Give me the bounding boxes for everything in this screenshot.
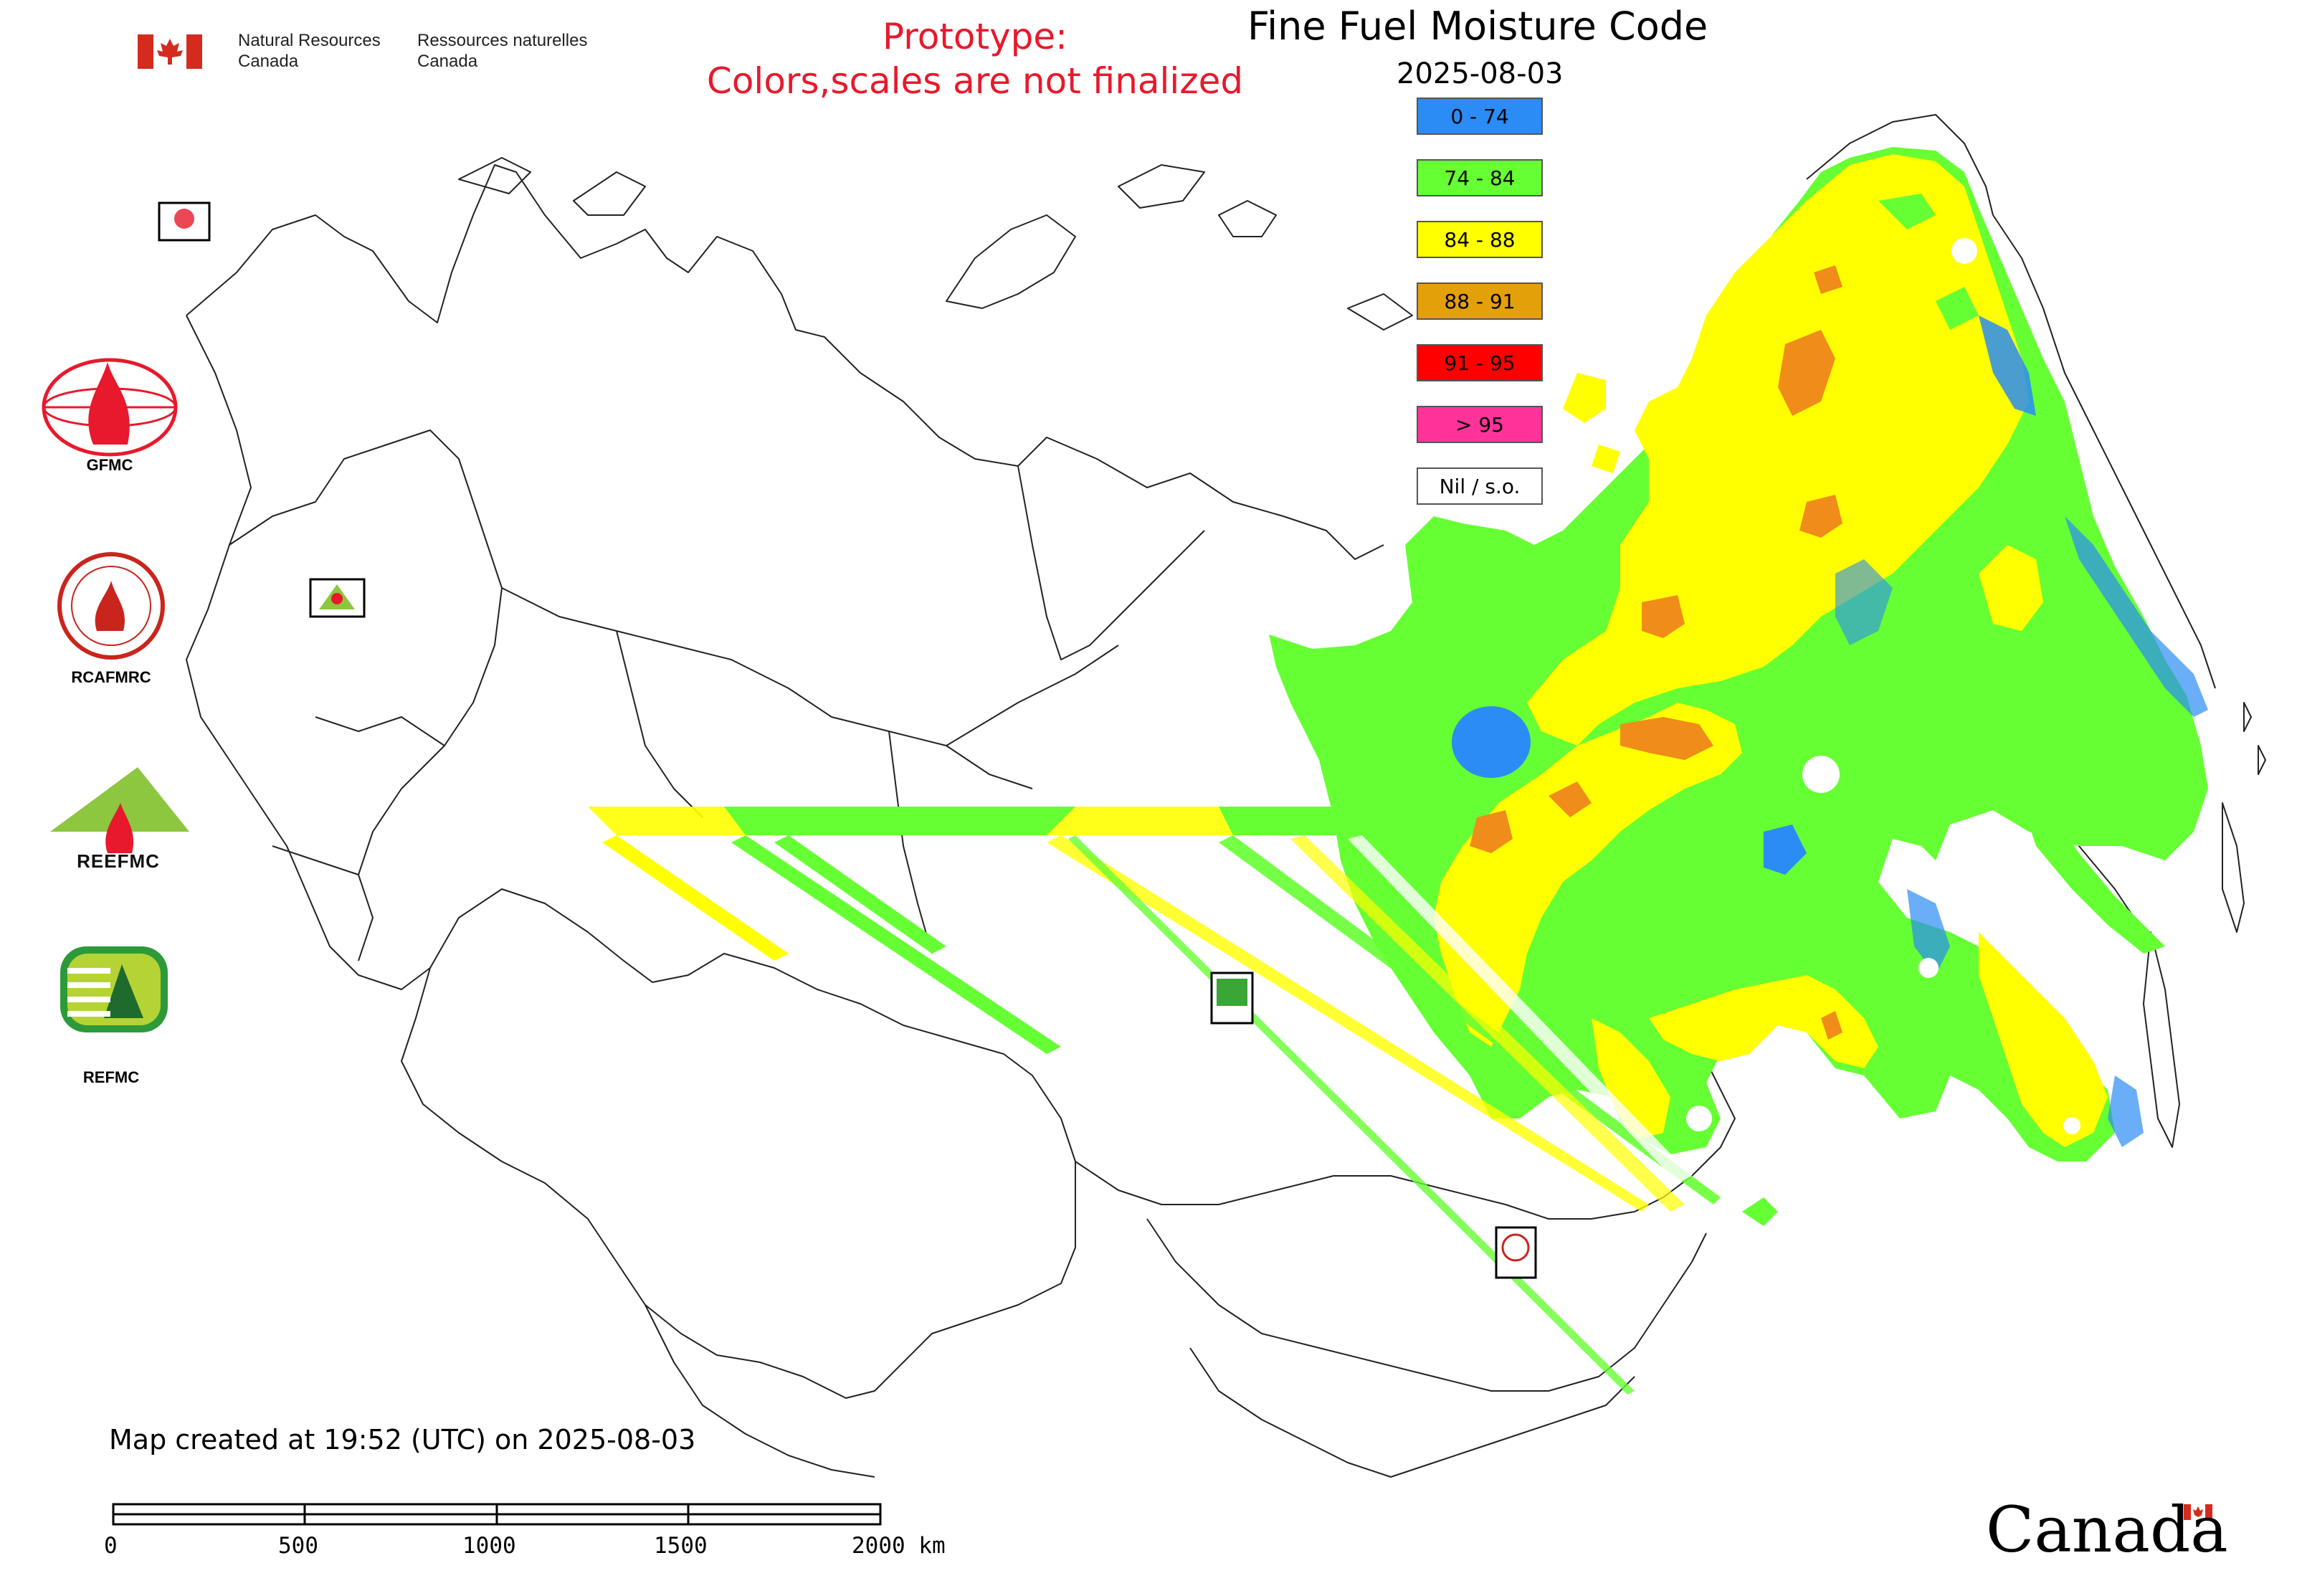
scale-label-1000: 1000 — [462, 1533, 516, 1559]
reefmc-logo — [43, 767, 194, 869]
scale-label-2000-km: 2000 km — [852, 1533, 946, 1559]
gfmc-logo — [42, 358, 178, 457]
fmc-raster — [588, 147, 2208, 1395]
map-created-note: Map created at 19:52 (UTC) on 2025-08-03 — [109, 1424, 696, 1455]
reefmc-wordmark: REEFMC — [77, 850, 160, 872]
agency-fr-line2: Canada — [417, 52, 478, 71]
prototype-line1: Prototype: — [882, 16, 1068, 57]
map-date: 2025-08-03 — [1397, 57, 1564, 90]
legend-item-91-95: 91 - 95 — [1417, 344, 1543, 381]
gfmc-label: GFMC — [86, 456, 133, 474]
agency-fr-line1: Ressources naturelles — [417, 31, 588, 50]
scale-bar — [112, 1503, 882, 1526]
canada-flag-logo — [138, 34, 202, 69]
canada-wordmark-flag — [2184, 1504, 2212, 1520]
refmc-label: REFMC — [82, 1068, 140, 1086]
legend-item-0-74: 0 - 74 — [1417, 98, 1543, 135]
center-badges — [158, 201, 1537, 1279]
agency-fr: Ressources naturelles Canada — [417, 30, 587, 72]
canada-wordmark: Canada — [1986, 1493, 2228, 1567]
legend-item-84-88: 84 - 88 — [1417, 221, 1543, 258]
rcafmrc-logo — [57, 552, 165, 660]
scale-label-500: 500 — [278, 1533, 318, 1559]
legend-item-88-91: 88 - 91 — [1417, 282, 1543, 320]
agency-en: Natural Resources Canada — [238, 30, 381, 72]
fmc-swath-streaks — [588, 807, 1721, 1395]
agency-en-line2: Canada — [238, 52, 299, 71]
country-boundaries — [186, 114, 2266, 1478]
refmc-logo — [60, 946, 168, 1032]
agency-en-line1: Natural Resources — [238, 31, 381, 50]
rcafmrc-label: RCAFMRC — [71, 668, 151, 686]
scale-label-0: 0 — [104, 1533, 118, 1559]
prototype-notice: Prototype: Colors,scales are not finaliz… — [660, 14, 1290, 103]
legend-item-gt-95: > 95 — [1417, 406, 1543, 443]
legend-item-nil: Nil / s.o. — [1417, 467, 1543, 505]
prototype-line2: Colors,scales are not finalized — [706, 60, 1244, 102]
scale-label-1500: 1500 — [654, 1533, 708, 1559]
legend-item-74-84: 74 - 84 — [1417, 159, 1543, 196]
map-title: Fine Fuel Moisture Code — [1247, 4, 1708, 49]
